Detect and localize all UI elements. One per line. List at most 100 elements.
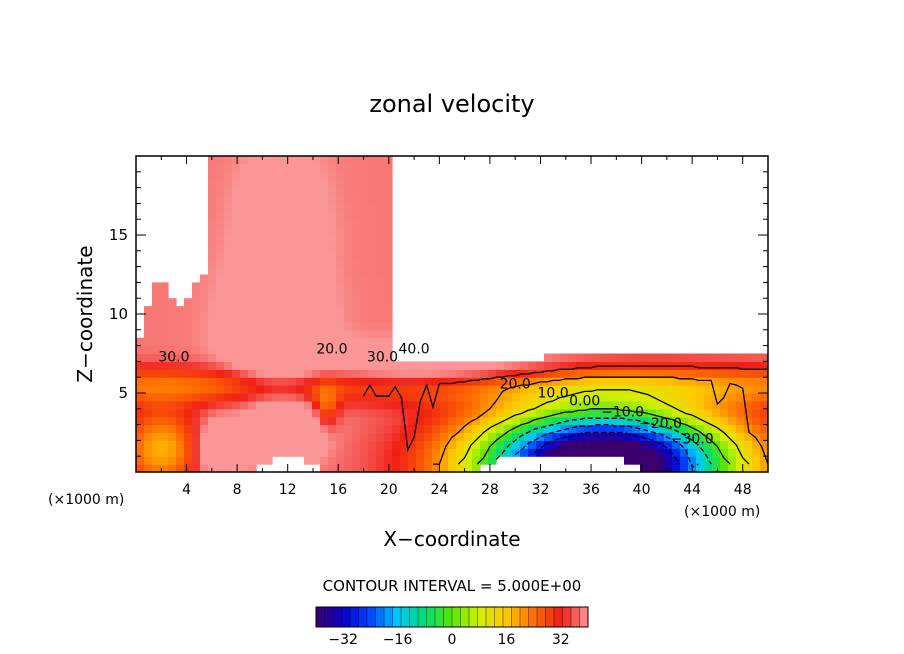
field-cell (600, 424, 609, 434)
field-cell (168, 298, 177, 307)
field-cell (344, 432, 353, 441)
field-cell (360, 314, 369, 323)
field-cell (536, 416, 545, 426)
field-cell (328, 408, 337, 418)
field-cell (208, 163, 217, 173)
field-cell (696, 400, 705, 410)
field-cell (536, 369, 545, 378)
field-cell (488, 448, 497, 457)
field-cell (200, 432, 209, 441)
field-cell (464, 369, 473, 378)
field-cell (312, 282, 321, 291)
field-cell (216, 156, 225, 165)
field-cell (136, 337, 145, 347)
field-cell (224, 464, 233, 472)
field-cell (728, 361, 737, 370)
field-cell (280, 345, 289, 355)
field-cell (232, 321, 241, 331)
field-cell (752, 440, 761, 449)
field-cell (568, 353, 577, 362)
field-cell (632, 408, 641, 418)
field-cell (400, 432, 409, 441)
field-cell (328, 187, 337, 197)
field-cell (648, 408, 657, 418)
field-cell (232, 432, 241, 441)
field-cell (400, 369, 409, 378)
field-cell (416, 369, 425, 378)
field-cell (584, 416, 593, 426)
field-cell (248, 424, 257, 434)
field-cell (472, 385, 481, 394)
field-cell (288, 416, 297, 426)
field-cell (456, 432, 465, 441)
field-cell (520, 440, 529, 449)
field-cell (344, 361, 353, 370)
field-cell (616, 416, 625, 426)
field-cell (384, 314, 393, 323)
field-cell (344, 314, 353, 323)
field-cell (176, 432, 185, 441)
field-cell (600, 377, 609, 386)
field-cell (272, 258, 281, 268)
field-cell (344, 400, 353, 410)
field-cell (144, 329, 153, 339)
field-cell (376, 353, 385, 362)
field-cell (328, 393, 337, 402)
field-cell (448, 400, 457, 410)
field-cell (368, 219, 377, 228)
field-cell (248, 298, 257, 307)
field-cell (672, 408, 681, 418)
field-cell (312, 211, 321, 220)
field-cell (688, 377, 697, 386)
field-cell (600, 353, 609, 362)
field-cell (352, 385, 361, 394)
field-cell (504, 400, 513, 410)
field-cell (256, 298, 265, 307)
field-cell (640, 393, 649, 402)
field-cell (712, 400, 721, 410)
field-cell (336, 448, 345, 457)
field-cell (240, 298, 249, 307)
field-cell (648, 369, 657, 378)
field-cell (640, 456, 649, 465)
field-cell (392, 464, 401, 472)
field-cell (352, 179, 361, 189)
field-cell (224, 211, 233, 220)
field-cell (272, 171, 281, 181)
field-cell (488, 385, 497, 394)
field-cell (448, 464, 457, 472)
field-cell (464, 408, 473, 418)
field-cell (320, 361, 329, 370)
field-cell (280, 258, 289, 268)
field-cell (272, 156, 281, 165)
field-cell (344, 282, 353, 291)
field-cell (328, 329, 337, 339)
field-cell (216, 448, 225, 457)
field-cell (280, 329, 289, 339)
field-cell (288, 266, 297, 276)
field-cell (488, 408, 497, 418)
field-cell (288, 274, 297, 283)
field-cell (552, 361, 561, 370)
field-cell (312, 250, 321, 260)
field-cell (592, 432, 601, 441)
field-cell (192, 464, 201, 472)
field-cell (336, 361, 345, 370)
field-cell (384, 361, 393, 370)
colorbar-segment (358, 607, 368, 627)
field-cell (232, 385, 241, 394)
field-cell (576, 448, 585, 457)
field-cell (632, 369, 641, 378)
field-cell (224, 290, 233, 299)
field-cell (496, 408, 505, 418)
field-cell (376, 156, 385, 165)
field-cell (384, 306, 393, 315)
field-cell (208, 456, 217, 465)
field-cell (240, 329, 249, 339)
field-cell (688, 416, 697, 426)
field-cell (696, 464, 705, 472)
field-cell (216, 440, 225, 449)
field-cell (320, 440, 329, 449)
field-cell (688, 456, 697, 465)
